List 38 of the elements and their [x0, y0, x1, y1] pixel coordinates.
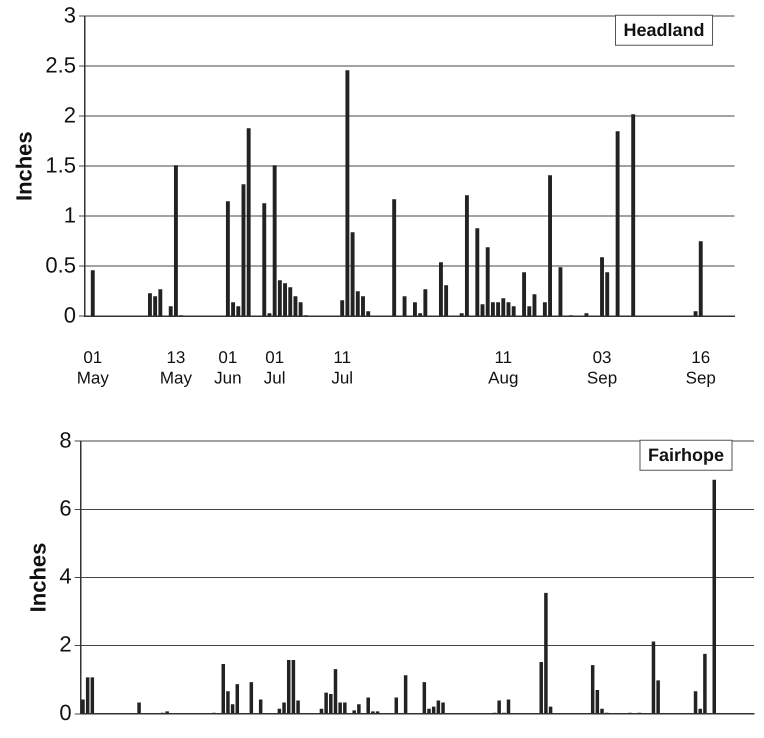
y-tick-label: 2.5: [45, 52, 76, 78]
series-label: Fairhope: [648, 445, 724, 466]
x-tick-label: 11 Jul: [331, 348, 354, 388]
y-tick-label: 4: [59, 564, 72, 589]
text: Headland: [624, 20, 705, 40]
y-tick-label: 0: [64, 302, 76, 328]
bar: [258, 699, 262, 714]
bar: [712, 480, 716, 714]
x-tick-label: 13 May: [160, 348, 192, 388]
y-tick-label: 0: [59, 700, 72, 725]
x-tick-label: 01 May: [76, 348, 110, 388]
y-tick-label: 0.5: [45, 252, 76, 278]
bar: [558, 267, 562, 316]
bar: [404, 675, 408, 714]
y-tick-label: 1.5: [45, 152, 76, 178]
y-axis-title: Inches: [25, 542, 50, 612]
bar: [392, 199, 396, 316]
y-tick-label: 8: [59, 427, 72, 452]
x-tick-label: 11 Aug: [488, 348, 518, 388]
y-axis-title: Inches: [11, 131, 36, 202]
bar: [616, 131, 620, 316]
y-tick-label: 2: [64, 102, 76, 128]
x-tick-label: 01 Jul: [264, 348, 286, 388]
x-tick-label: 01 Jun: [214, 348, 242, 388]
bar: [394, 697, 398, 714]
y-tick-label: 1: [64, 202, 76, 228]
x-tick-label: 03 Sep: [586, 348, 618, 388]
bar: [584, 313, 588, 316]
y-tick-label: 6: [59, 495, 72, 520]
y-tick-label: 2: [59, 632, 72, 657]
bar: [137, 702, 141, 714]
bar: [631, 114, 636, 316]
bar: [402, 296, 407, 316]
x-tick-label: 16 Sep: [686, 348, 716, 388]
y-tick-label: 3: [64, 2, 76, 28]
bar: [90, 270, 95, 316]
bar: [250, 682, 254, 714]
bar: [222, 664, 226, 714]
